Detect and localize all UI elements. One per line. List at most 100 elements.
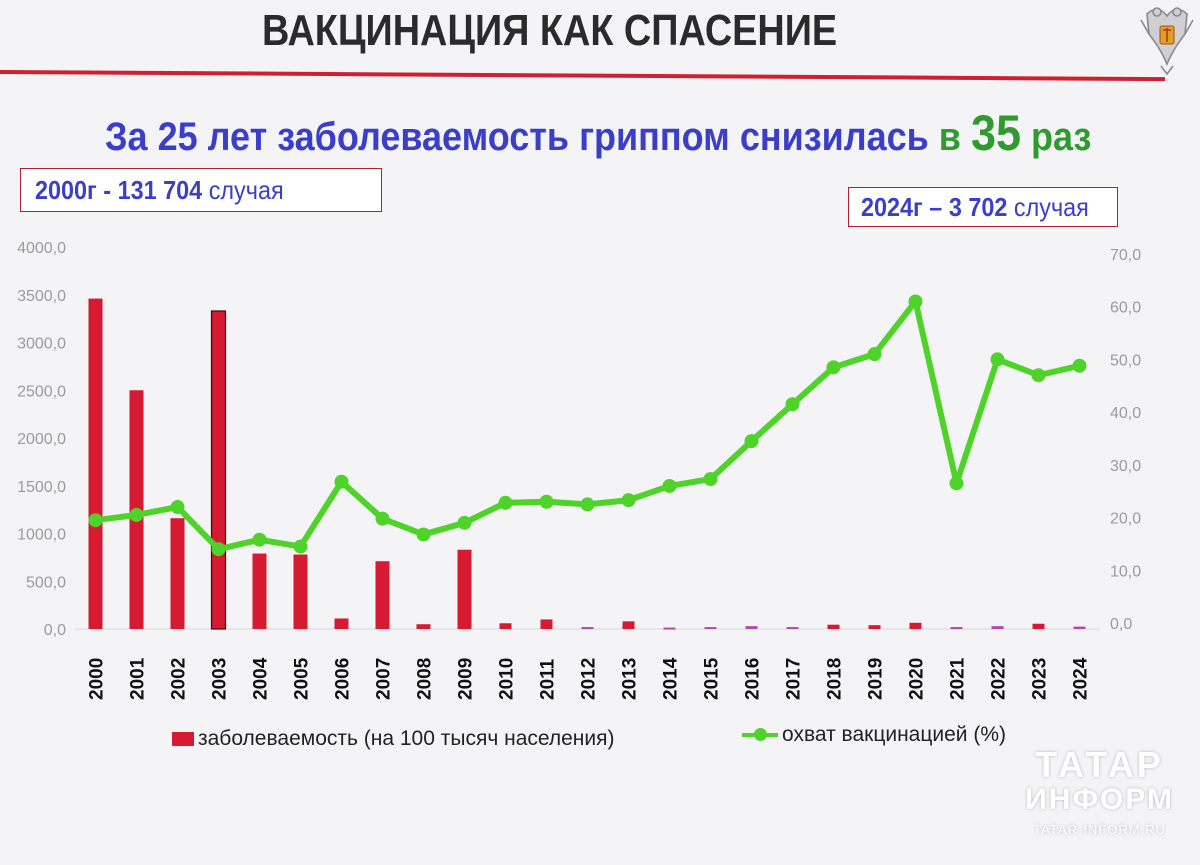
watermark: ТАТАР ИНФОРМ TATAR-INFORM.RU	[1025, 744, 1174, 838]
box-2000-cases: 2000г - 131 704 случая	[20, 168, 382, 212]
x-tick-label: 2019	[866, 658, 887, 700]
bar	[210, 310, 227, 630]
box-2000-bold: 2000г - 131 704	[35, 174, 203, 205]
vaccination-point	[539, 494, 554, 509]
headline-number: 35	[970, 105, 1022, 161]
vaccination-point	[334, 474, 349, 489]
watermark-line3: TATAR-INFORM.RU	[1033, 822, 1166, 837]
x-tick-label: 2024	[1071, 657, 1092, 700]
y-right-tick-label: 70,0	[1110, 247, 1141, 264]
x-tick-label: 2008	[415, 658, 436, 700]
vaccination-point	[129, 507, 144, 522]
legend-item-incidence: заболеваемость (на 100 тысяч населения)	[172, 727, 615, 751]
slide-title: ВАКЦИНАЦИЯ КАК СПАСЕНИЕ	[262, 6, 838, 55]
bar	[252, 553, 267, 629]
bar	[375, 561, 390, 629]
bar	[170, 518, 185, 629]
vaccination-point	[908, 294, 923, 309]
x-tick-label: 2000	[87, 658, 108, 700]
vaccination-point	[88, 513, 103, 528]
bar	[88, 298, 103, 629]
bar	[1032, 623, 1045, 629]
x-tick-label: 2013	[620, 658, 641, 700]
bar	[293, 554, 308, 629]
vaccination-point	[621, 493, 636, 508]
box-2024-normal: случая	[1013, 191, 1089, 222]
vaccination-point	[662, 478, 677, 493]
vaccination-point	[580, 497, 595, 512]
x-tick-label: 2012	[579, 658, 600, 700]
bar	[827, 624, 840, 629]
vaccination-point	[826, 360, 841, 375]
x-tick-label: 2001	[128, 657, 149, 700]
x-tick-label: 2010	[497, 658, 518, 700]
legend-bar-swatch	[172, 732, 194, 746]
bar	[909, 622, 922, 629]
x-tick-label: 2006	[333, 658, 354, 700]
y-right-tick-label: 40,0	[1110, 405, 1141, 422]
bar	[334, 618, 349, 629]
y-right-tick-label: 20,0	[1110, 511, 1141, 528]
y-left-tick-label: 4000,0	[17, 240, 66, 257]
y-right-tick-label: 50,0	[1110, 352, 1141, 369]
bar	[786, 627, 799, 630]
bar	[868, 625, 881, 629]
y-right-tick-label: 60,0	[1110, 300, 1141, 317]
bar	[1073, 626, 1086, 629]
y-left-tick-label: 2000,0	[17, 431, 66, 448]
bar	[622, 621, 635, 629]
headline-part1: За 25 лет заболеваемость гриппом снизила…	[105, 115, 929, 159]
vaccination-point	[1031, 368, 1046, 383]
vaccination-point	[170, 500, 185, 515]
vaccination-point	[703, 472, 718, 487]
y-left-tick-label: 3500,0	[17, 288, 66, 305]
bar	[745, 626, 758, 629]
vaccination-line	[92, 298, 1083, 553]
x-tick-label: 2005	[292, 657, 313, 700]
vaccination-point	[375, 511, 390, 526]
x-tick-label: 2009	[456, 658, 477, 700]
x-tick-label: 2022	[989, 658, 1010, 700]
vaccination-point	[293, 539, 308, 554]
rospotrebnadzor-emblem-icon	[1140, 7, 1194, 76]
x-tick-label: 2016	[743, 658, 764, 700]
vaccination-point	[416, 527, 431, 542]
bar	[991, 626, 1004, 629]
x-tick-label: 2023	[1030, 658, 1051, 700]
box-2024-cases: 2024г – 3 702 случая	[848, 187, 1118, 227]
x-tick-label: 2002	[169, 658, 190, 700]
y-left-tick-label: 0,0	[44, 622, 66, 639]
legend-line-swatch	[742, 728, 778, 741]
x-tick-label: 2015	[702, 657, 723, 700]
headline-part2: в	[938, 115, 961, 159]
vaccination-point	[1072, 358, 1087, 373]
y-right-tick-label: 30,0	[1110, 458, 1141, 475]
y-left-tick-label: 1500,0	[17, 479, 66, 496]
vaccination-point	[785, 397, 800, 412]
y-left-tick-label: 3000,0	[17, 336, 66, 353]
legend-item-vaccination: охват вакцинацией (%)	[742, 723, 1006, 747]
vaccination-point	[211, 542, 226, 557]
legend-vaccination-label: охват вакцинацией (%)	[782, 723, 1007, 746]
y-right-tick-label: 0,0	[1110, 616, 1132, 633]
box-2000-normal: случая	[208, 174, 284, 205]
bar	[499, 623, 512, 629]
vaccination-point	[990, 352, 1005, 367]
x-tick-label: 2007	[374, 658, 395, 700]
vaccination-point	[867, 347, 882, 362]
y-left-tick-label: 500,0	[26, 574, 66, 591]
y-left-tick-label: 1000,0	[17, 527, 66, 544]
vaccination-point	[252, 532, 267, 547]
bar	[457, 549, 472, 629]
watermark-line1: ТАТАР	[1035, 744, 1164, 785]
x-tick-label: 2011	[538, 658, 559, 700]
y-right-tick-label: 10,0	[1110, 563, 1141, 580]
x-tick-label: 2018	[825, 658, 846, 700]
headline: За 25 лет заболеваемость гриппом снизила…	[105, 104, 1091, 162]
bar	[663, 627, 676, 630]
bar	[950, 627, 963, 630]
bar	[704, 627, 717, 630]
legend-incidence-label: заболеваемость (на 100 тысяч населения)	[198, 727, 615, 750]
box-2024-bold: 2024г – 3 702	[861, 191, 1008, 222]
